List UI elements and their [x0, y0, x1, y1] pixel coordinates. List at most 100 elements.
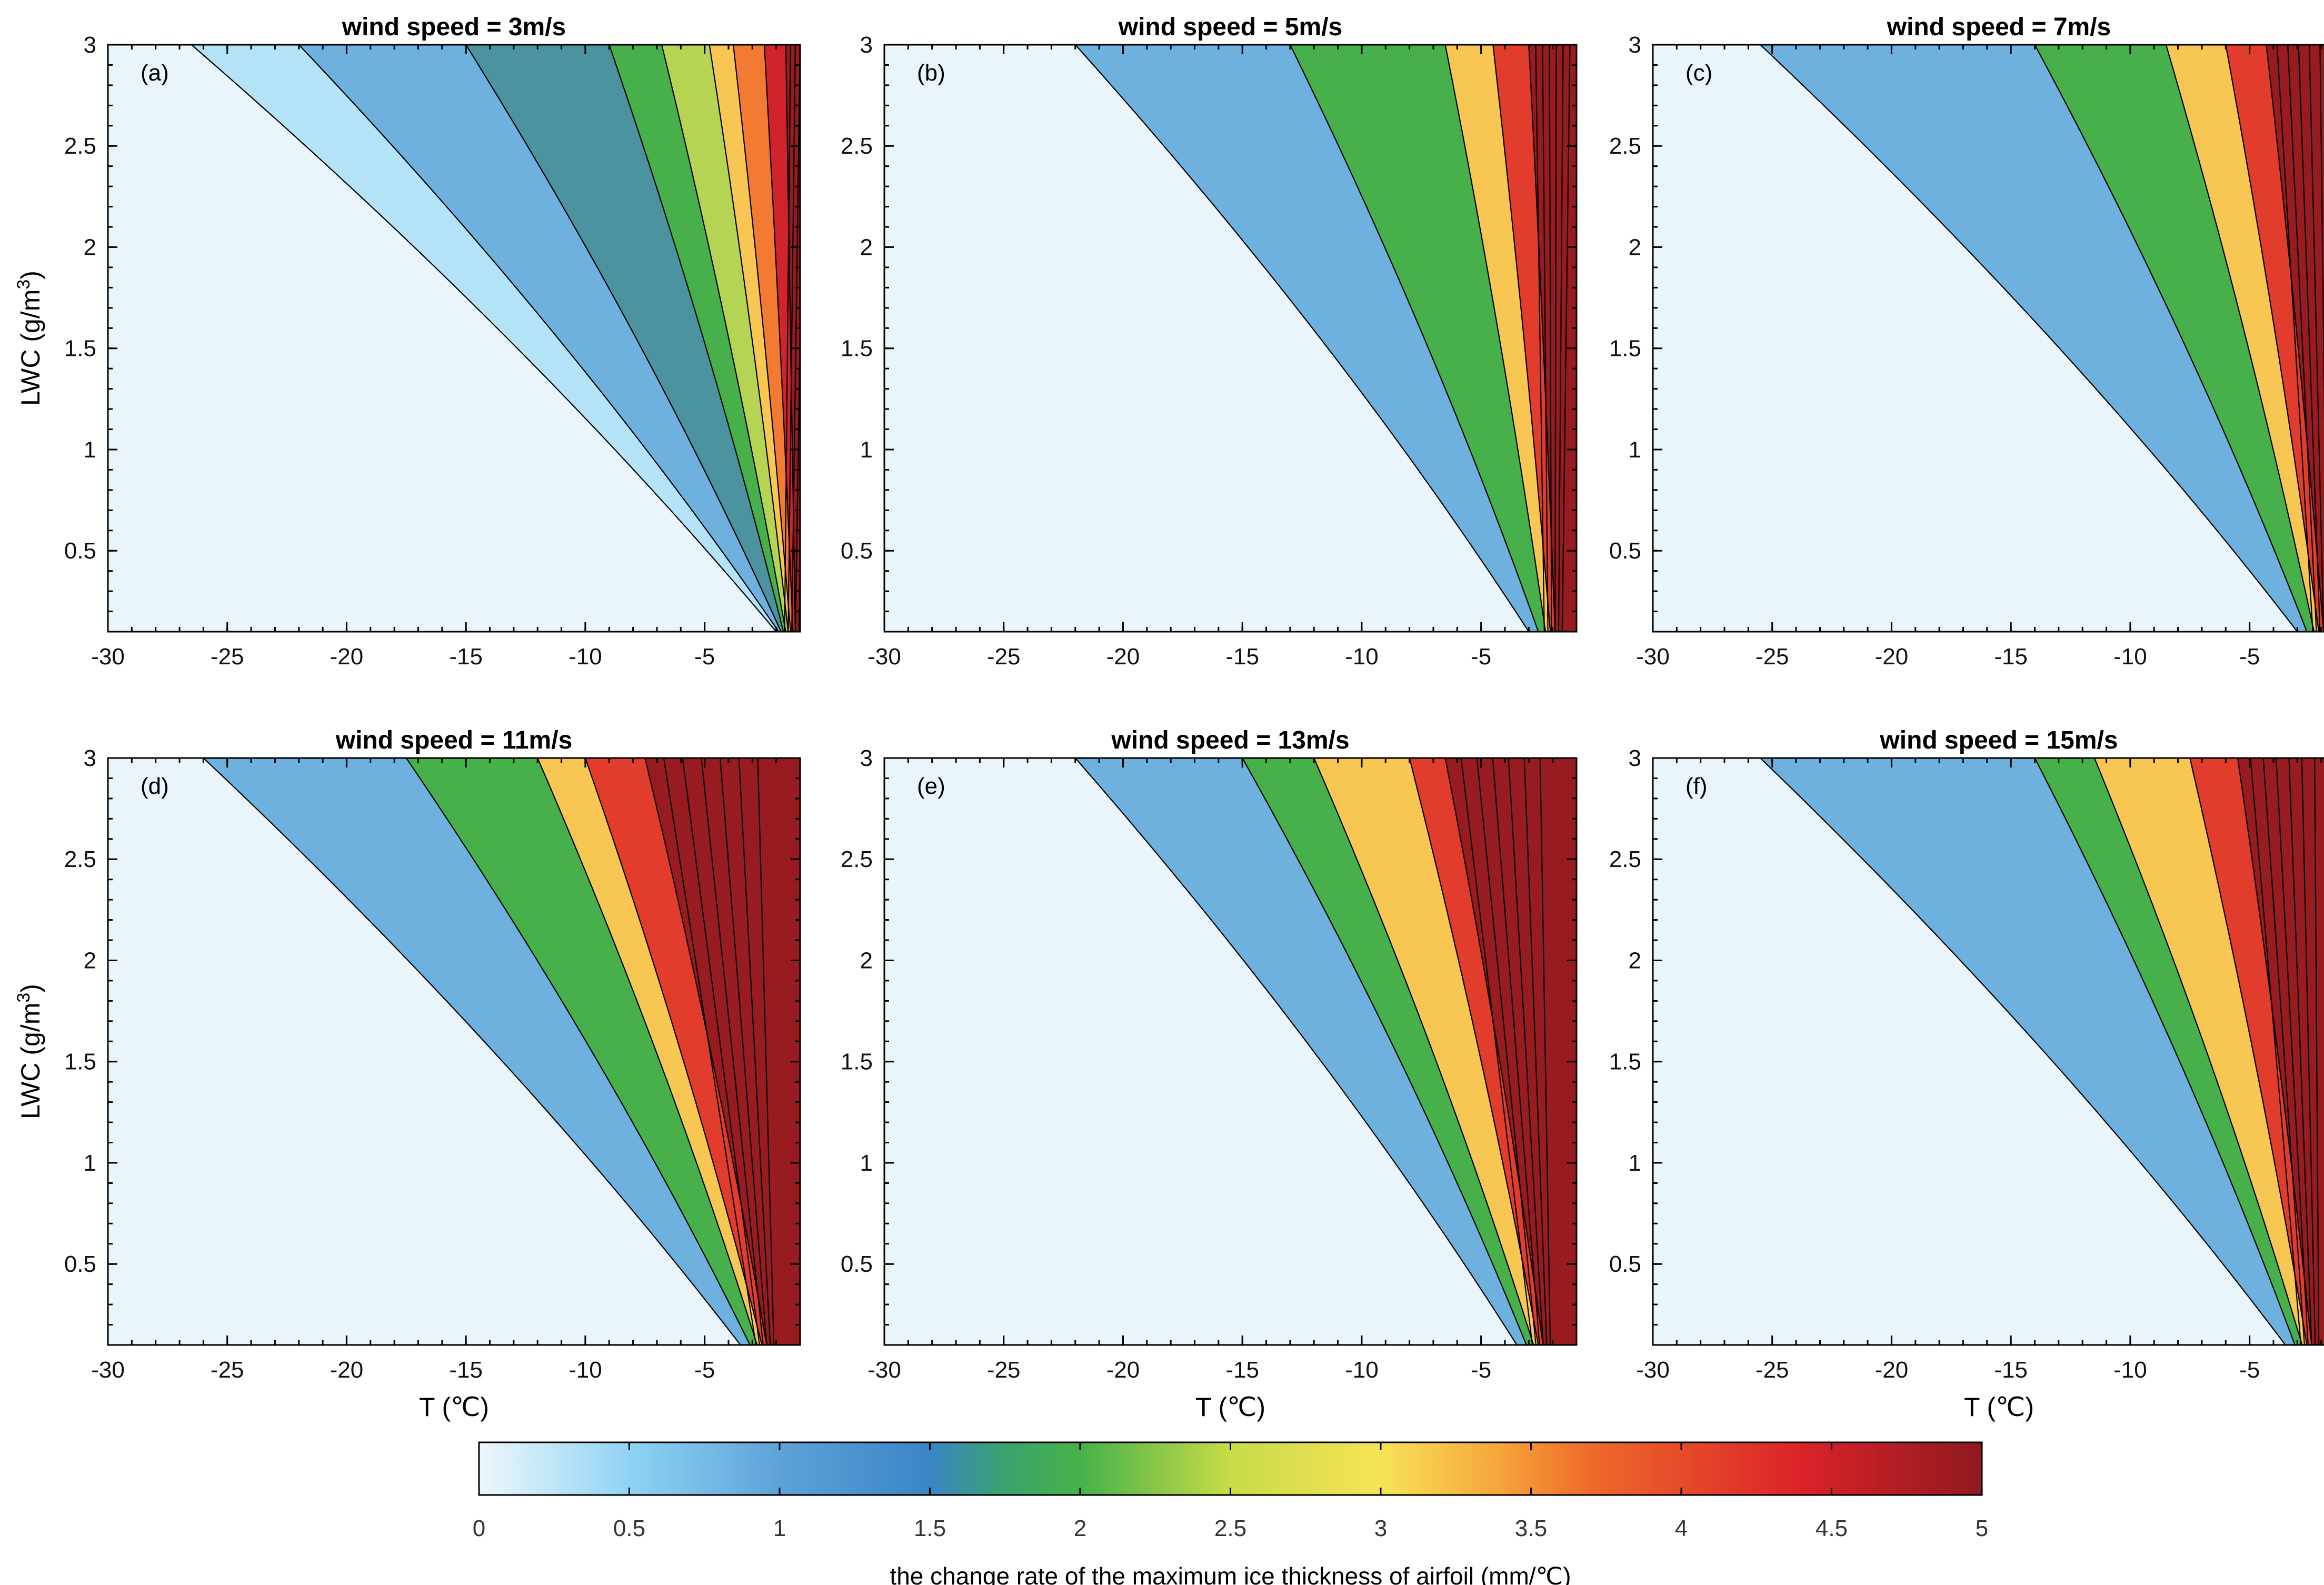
x-tick-label: -15 — [1225, 1357, 1259, 1383]
y-tick-label: 1.5 — [64, 336, 96, 362]
plot-frame — [1652, 757, 2324, 1346]
y-tick-label: 2.5 — [1609, 133, 1641, 159]
contour-line — [1460, 758, 1533, 1345]
panel-c: -30 -25 -20 -15 -10 -5 0.5 1 1.5 2 2.5 3 wind speed … — [1609, 13, 2324, 670]
contour-line — [2301, 758, 2316, 1345]
x-tick-label: -25 — [1756, 1357, 1789, 1383]
y-tick-label: 3 — [860, 745, 873, 771]
contour-line — [2093, 758, 2303, 1345]
panel-letter: (b) — [917, 60, 945, 86]
y-tick-label: 1 — [1629, 1150, 1641, 1176]
y-axis-label-sup: 3 — [14, 280, 34, 290]
contour-line — [803, 45, 815, 632]
plot-frame — [883, 757, 1578, 1346]
contour-line — [1554, 45, 1557, 632]
panel-letter: (f) — [1685, 773, 1708, 799]
x-tick-label: -15 — [1225, 644, 1259, 670]
y-tick-label: 1 — [84, 1150, 96, 1176]
x-tick-label: -30 — [1636, 1357, 1670, 1383]
contour-line — [2275, 758, 2309, 1345]
contour-line — [2189, 758, 2308, 1345]
colorbar-tick-label: 0.5 — [613, 1516, 645, 1541]
x-tick-label: -30 — [91, 1357, 125, 1383]
panel-title: wind speed = 11m/s — [335, 726, 573, 754]
contour-line — [2288, 758, 2312, 1345]
y-tick-label: 1.5 — [64, 1049, 96, 1075]
colorbar-tick-label: 0 — [473, 1516, 485, 1541]
x-tick-label: -25 — [987, 1357, 1021, 1383]
contour-bands — [191, 45, 815, 632]
y-tick-label: 1 — [860, 1150, 873, 1176]
contour-line — [719, 758, 767, 1345]
x-tick-label: -10 — [2113, 644, 2147, 670]
colorbar-tick-label: 3 — [1374, 1516, 1387, 1541]
contour-line — [1760, 45, 2298, 632]
x-tick-label: -20 — [1875, 1357, 1909, 1383]
panel-f: -30 -25 -20 -15 -10 -5 0.5 1 1.5 2 2.5 3 wind speed … — [1609, 726, 2324, 1422]
contour-line — [203, 758, 741, 1345]
y-axis-label: LWC (g/m3) — [14, 984, 45, 1119]
plot-frame — [107, 757, 801, 1346]
panel-title: wind speed = 13m/s — [1111, 726, 1349, 754]
panel-letter: (c) — [1685, 60, 1712, 86]
panel-title: wind speed = 15m/s — [1879, 726, 2118, 754]
y-axis-label-sup: 3 — [14, 993, 34, 1003]
x-tick-label: -5 — [1471, 1357, 1491, 1383]
colorbar-gradient — [478, 1441, 1983, 1496]
y-tick-label: 2 — [84, 948, 96, 973]
y-axis-label: LWC (g/m3) — [14, 271, 45, 406]
contour-line — [1476, 758, 1537, 1345]
x-tick-label: -20 — [330, 644, 364, 670]
contour-line — [785, 45, 796, 632]
contour-line — [1289, 45, 1539, 632]
contour-line — [1760, 758, 2286, 1345]
x-tick-label: -15 — [449, 644, 483, 670]
y-tick-label: 0.5 — [1609, 1251, 1641, 1277]
x-tick-label: -10 — [2113, 1357, 2147, 1383]
y-tick-label: 1 — [84, 437, 96, 463]
x-tick-label: -10 — [568, 644, 602, 670]
contour-line — [1542, 45, 1549, 632]
panel-b: -30 -25 -20 -15 -10 -5 0.5 1 1.5 2 2.5 3 wind speed … — [841, 13, 1578, 670]
contour-bands — [1760, 758, 2324, 1345]
colorbar-tick-label: 4.5 — [1816, 1516, 1848, 1541]
y-tick-label: 2 — [860, 234, 873, 260]
contour-line — [2165, 45, 2315, 632]
contour-bands — [1074, 758, 1577, 1345]
contour-line — [405, 758, 751, 1345]
contour-line — [709, 45, 789, 632]
colorbar-tick-label: 5 — [1976, 1516, 1988, 1541]
y-axis-label-text: LWC (g/m — [16, 290, 45, 406]
contour-band — [1445, 758, 1577, 1345]
contour-line — [584, 758, 763, 1345]
panel-title: wind speed = 7m/s — [1887, 13, 2111, 41]
contour-line — [191, 45, 777, 632]
colorbar-tick-label: 1 — [773, 1516, 786, 1541]
panel-d: -30 -25 -20 -15 -10 -5 0.5 1 1.5 2 2.5 3 wind speed … — [14, 726, 801, 1422]
y-tick-label: 2.5 — [64, 133, 96, 159]
y-tick-label: 2.5 — [841, 133, 873, 159]
contour-line — [2034, 758, 2296, 1345]
colorbar-title: the change rate of the maximum ice thick… — [890, 1562, 1571, 1585]
y-axis-label-tail: ) — [16, 984, 45, 993]
contour-line — [537, 758, 758, 1345]
y-axis-label-text: LWC (g/m — [16, 1003, 45, 1119]
contour-line — [663, 758, 757, 1345]
x-tick-label: -15 — [1994, 1357, 2028, 1383]
contour-line — [661, 45, 786, 632]
contour-line — [1561, 45, 1571, 632]
colorbar-tick-label: 3.5 — [1515, 1516, 1547, 1541]
contour-line — [784, 45, 791, 632]
contour-line — [682, 758, 761, 1345]
contour-line — [1074, 45, 1530, 632]
panel-title: wind speed = 5m/s — [1118, 13, 1342, 41]
x-tick-label: -10 — [1345, 644, 1379, 670]
contour-line — [2298, 45, 2321, 632]
x-tick-label: -10 — [568, 1357, 602, 1383]
y-tick-label: 2.5 — [1609, 846, 1641, 872]
y-tick-label: 3 — [84, 745, 96, 771]
contour-line — [2034, 45, 2308, 632]
x-tick-label: -5 — [2239, 644, 2260, 670]
y-tick-label: 3 — [1629, 32, 1641, 58]
x-tick-label: -30 — [91, 644, 125, 670]
